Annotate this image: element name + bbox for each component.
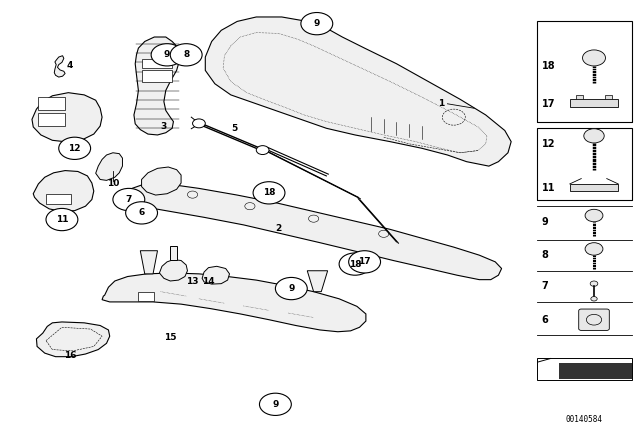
Circle shape <box>256 146 269 155</box>
FancyBboxPatch shape <box>537 128 632 199</box>
Polygon shape <box>36 322 109 357</box>
Polygon shape <box>559 363 632 379</box>
Text: 8: 8 <box>541 250 548 260</box>
Text: 17: 17 <box>541 99 556 109</box>
Polygon shape <box>570 99 618 108</box>
Polygon shape <box>159 260 188 281</box>
Circle shape <box>301 13 333 35</box>
Circle shape <box>125 202 157 224</box>
Polygon shape <box>141 59 172 68</box>
Text: 17: 17 <box>358 257 371 267</box>
Polygon shape <box>576 95 582 99</box>
Polygon shape <box>32 93 102 142</box>
Polygon shape <box>170 246 177 260</box>
Text: 6: 6 <box>541 315 548 325</box>
Text: 18: 18 <box>349 259 362 268</box>
Text: 11: 11 <box>56 215 68 224</box>
Polygon shape <box>119 184 502 280</box>
Text: 8: 8 <box>183 50 189 59</box>
Polygon shape <box>33 171 94 211</box>
Polygon shape <box>202 266 230 284</box>
Polygon shape <box>96 153 122 181</box>
Text: 10: 10 <box>107 180 119 189</box>
Text: 9: 9 <box>541 217 548 227</box>
Text: 7: 7 <box>125 195 132 204</box>
Polygon shape <box>605 95 612 99</box>
Text: 18: 18 <box>541 61 556 71</box>
Polygon shape <box>38 97 65 111</box>
Circle shape <box>46 208 78 231</box>
Circle shape <box>349 251 381 273</box>
Circle shape <box>585 209 603 222</box>
Text: 12: 12 <box>68 144 81 153</box>
Text: 6: 6 <box>138 208 145 217</box>
Text: 7: 7 <box>541 281 548 291</box>
Circle shape <box>253 182 285 204</box>
Text: 2: 2 <box>275 224 282 233</box>
Polygon shape <box>54 56 65 77</box>
Text: 4: 4 <box>67 61 74 70</box>
Text: 18: 18 <box>263 188 275 197</box>
FancyBboxPatch shape <box>537 22 632 121</box>
Circle shape <box>275 277 307 300</box>
Polygon shape <box>140 251 157 274</box>
Text: 11: 11 <box>541 183 556 194</box>
Text: 16: 16 <box>64 351 76 360</box>
Circle shape <box>113 188 145 211</box>
Text: 1: 1 <box>438 99 444 108</box>
Text: 5: 5 <box>231 124 237 133</box>
Polygon shape <box>38 113 65 126</box>
Text: 12: 12 <box>541 139 556 149</box>
Circle shape <box>339 253 371 275</box>
Polygon shape <box>141 167 181 195</box>
Circle shape <box>193 119 205 128</box>
Polygon shape <box>134 37 180 135</box>
Circle shape <box>151 44 183 66</box>
Polygon shape <box>141 70 172 82</box>
Text: 15: 15 <box>164 333 177 342</box>
Text: 9: 9 <box>288 284 294 293</box>
Polygon shape <box>570 184 618 191</box>
Circle shape <box>170 44 202 66</box>
Polygon shape <box>46 194 72 204</box>
Text: 9: 9 <box>314 19 320 28</box>
Text: 13: 13 <box>186 277 199 286</box>
Text: 3: 3 <box>161 121 167 130</box>
Circle shape <box>584 129 604 143</box>
Polygon shape <box>102 273 366 332</box>
Text: 14: 14 <box>202 277 215 286</box>
Circle shape <box>259 393 291 415</box>
Polygon shape <box>205 17 511 166</box>
FancyBboxPatch shape <box>579 309 609 331</box>
Polygon shape <box>307 271 328 292</box>
Circle shape <box>590 281 598 286</box>
Circle shape <box>59 137 91 159</box>
Circle shape <box>591 297 597 301</box>
Text: 00140584: 00140584 <box>566 415 603 424</box>
Text: 9: 9 <box>164 50 170 59</box>
FancyBboxPatch shape <box>537 358 632 380</box>
Circle shape <box>585 243 603 255</box>
Circle shape <box>582 50 605 66</box>
Text: 9: 9 <box>272 400 278 409</box>
Polygon shape <box>138 292 154 301</box>
